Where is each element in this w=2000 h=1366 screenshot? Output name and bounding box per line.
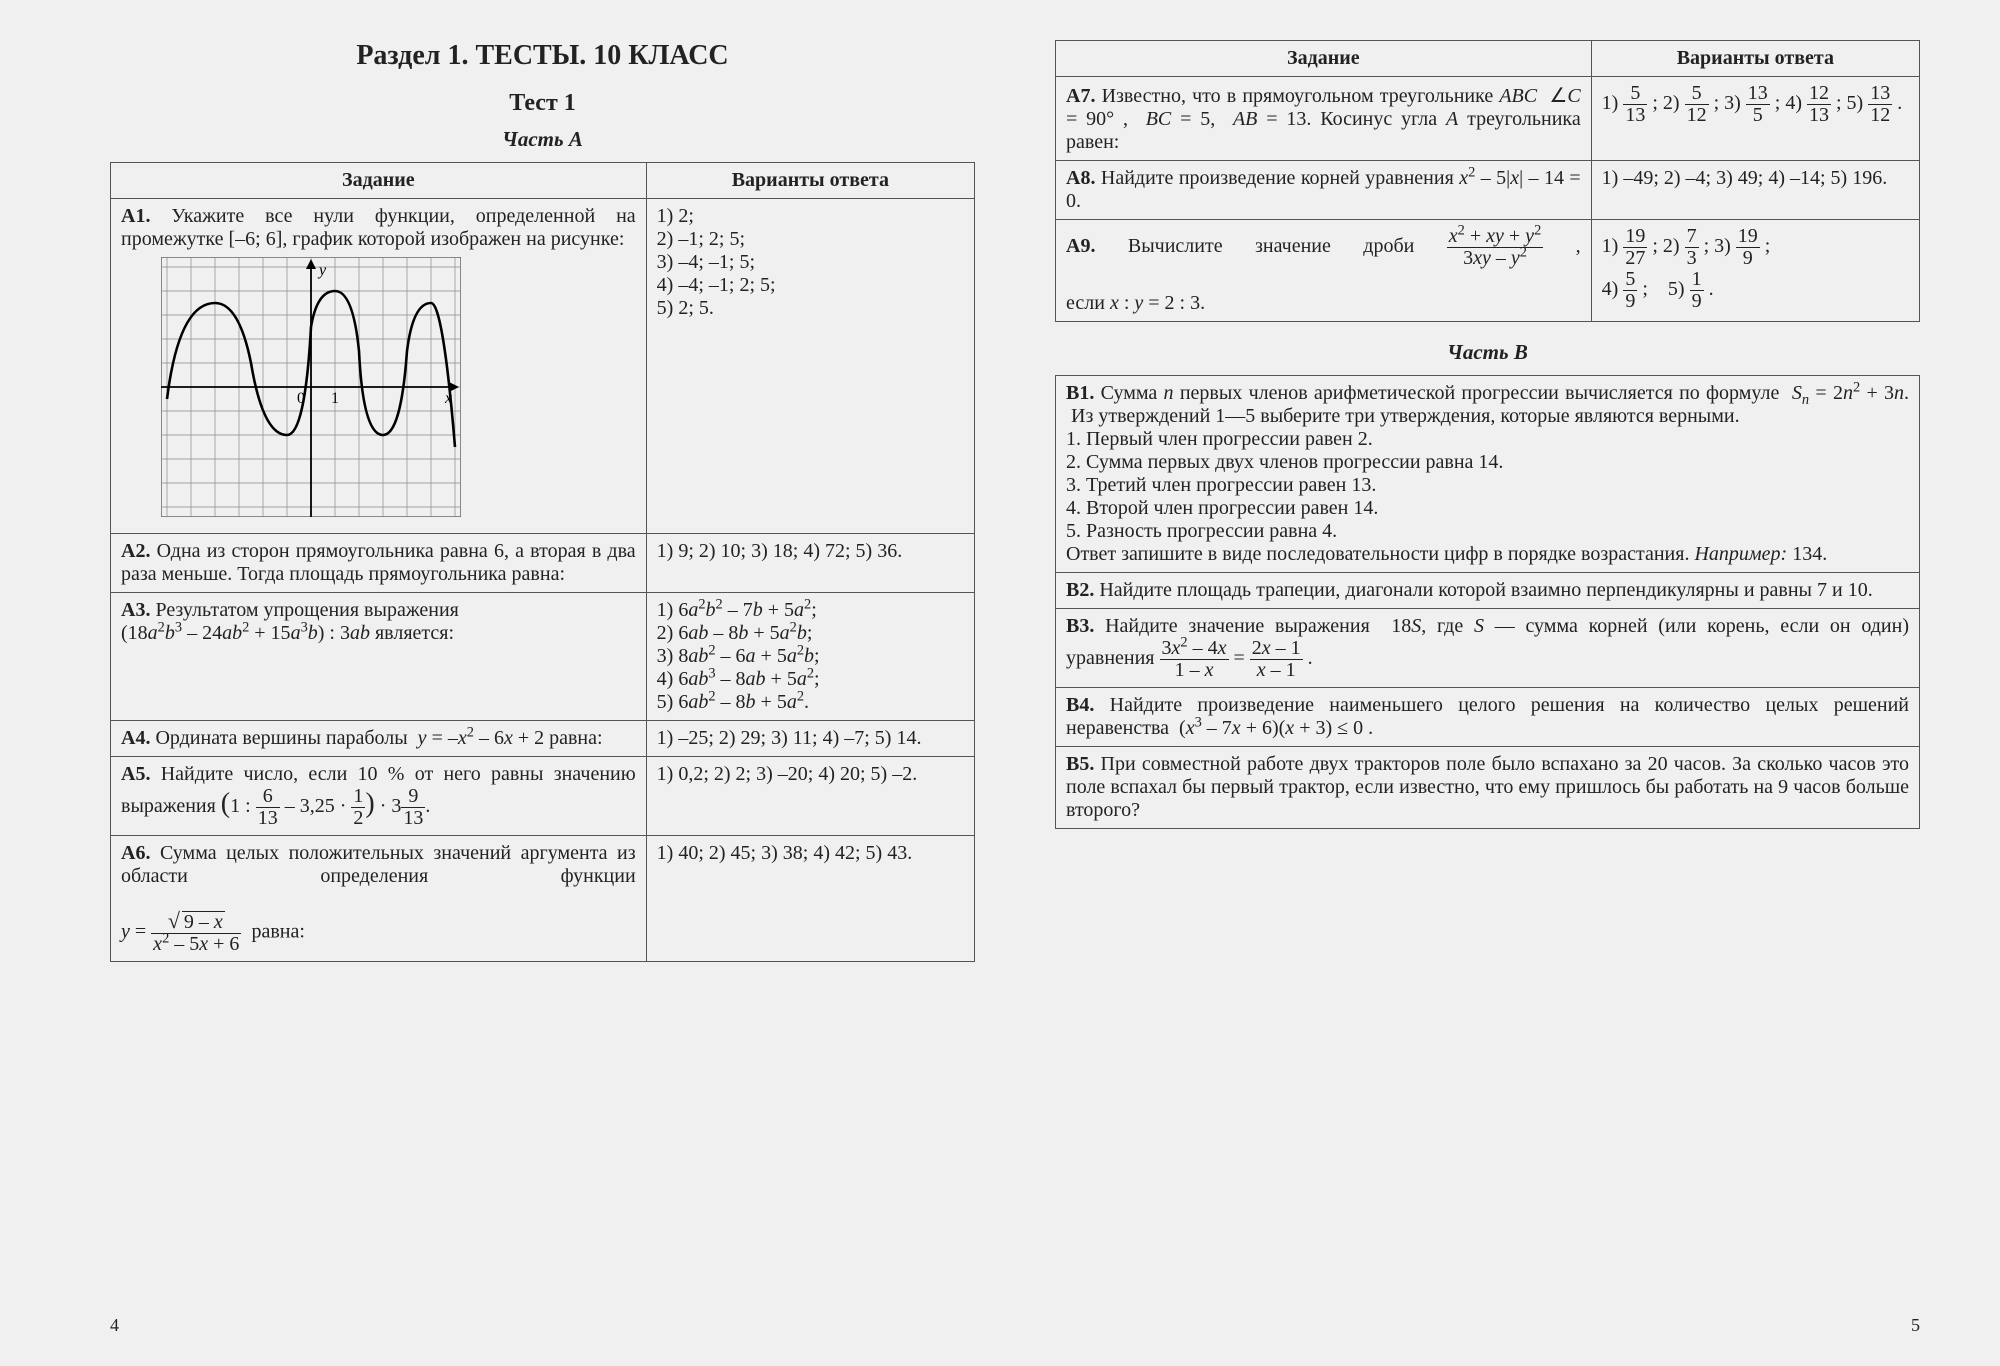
a3-answers: 1) 6a2b2 – 7b + 5a2;2) 6ab – 8b + 5a2b;3… bbox=[646, 593, 974, 721]
th-answers-2: Варианты ответа bbox=[1591, 41, 1919, 77]
th-answers: Варианты ответа bbox=[646, 163, 974, 199]
a4-answers: 1) –25; 2) 29; 3) 11; 4) –7; 5) 14. bbox=[646, 721, 974, 757]
row-b3: B3. Найдите значение выражения 18S, где … bbox=[1056, 609, 1920, 688]
th-task: Задание bbox=[111, 163, 647, 199]
page-right: Задание Варианты ответа А7. Известно, чт… bbox=[1045, 40, 1920, 1336]
page-number-right: 5 bbox=[1055, 1315, 1920, 1336]
row-a1: А1. Укажите все нули функции, определенн… bbox=[111, 199, 975, 534]
a9-answers: 1) 1927 ; 2) 73 ; 3) 199 ;4) 59 ; 5) 19 … bbox=[1591, 220, 1919, 322]
a9-task: А9. Вычислите значение дроби x2 + xy + y… bbox=[1056, 220, 1592, 322]
svg-text:0: 0 bbox=[297, 390, 305, 407]
row-a2: А2. Одна из сторон прямоугольника равна … bbox=[111, 534, 975, 593]
row-b4: B4. Найдите произведение наименьшего цел… bbox=[1056, 688, 1920, 747]
a1-task: А1. Укажите все нули функции, определенн… bbox=[111, 199, 647, 534]
row-b5: B5. При совместной работе двух тракторов… bbox=[1056, 747, 1920, 829]
a8-task: А8. Найдите произведение корней уравнени… bbox=[1056, 161, 1592, 220]
svg-text:x: x bbox=[444, 390, 452, 407]
row-b2: B2. Найдите площадь трапеции, диагонали … bbox=[1056, 573, 1920, 609]
part-a-title: Часть A bbox=[110, 127, 975, 152]
a7-answers: 1) 513 ; 2) 512 ; 3) 135 ; 4) 1213 ; 5) … bbox=[1591, 77, 1919, 161]
th-task-2: Задание bbox=[1056, 41, 1592, 77]
a3-task: А3. Результатом упрощения выражения (18a… bbox=[111, 593, 647, 721]
a5-task: А5. Найдите число, если 10 % от него рав… bbox=[111, 757, 647, 836]
a6-task: А6. Сумма целых положительных значений а… bbox=[111, 836, 647, 962]
svg-text:1: 1 bbox=[331, 390, 339, 407]
a1-answers: 1) 2; 2) –1; 2; 5; 3) –4; –1; 5; 4) –4; … bbox=[646, 199, 974, 534]
table-part-a: Задание Варианты ответа А1. Укажите все … bbox=[110, 162, 975, 962]
a4-task: А4. Ордината вершины параболы y = –x2 – … bbox=[111, 721, 647, 757]
svg-text:y: y bbox=[317, 262, 327, 279]
table-part-a-cont: Задание Варианты ответа А7. Известно, чт… bbox=[1055, 40, 1920, 322]
a6-answers: 1) 40; 2) 45; 3) 38; 4) 42; 5) 43. bbox=[646, 836, 974, 962]
row-a9: А9. Вычислите значение дроби x2 + xy + y… bbox=[1056, 220, 1920, 322]
a8-answers: 1) –49; 2) –4; 3) 49; 4) –14; 5) 196. bbox=[1591, 161, 1919, 220]
graph-svg: 0 1 x y bbox=[161, 257, 461, 517]
page-left: Раздел 1. ТЕСТЫ. 10 КЛАСС Тест 1 Часть A… bbox=[110, 40, 985, 1336]
a2-task: А2. Одна из сторон прямоугольника равна … bbox=[111, 534, 647, 593]
row-a7: А7. Известно, что в прямоугольном треуго… bbox=[1056, 77, 1920, 161]
row-a4: А4. Ордината вершины параболы y = –x2 – … bbox=[111, 721, 975, 757]
section-title: Раздел 1. ТЕСТЫ. 10 КЛАСС bbox=[110, 40, 975, 72]
row-a8: А8. Найдите произведение корней уравнени… bbox=[1056, 161, 1920, 220]
row-a3: А3. Результатом упрощения выражения (18a… bbox=[111, 593, 975, 721]
table-part-b: B1. Сумма n первых членов арифметической… bbox=[1055, 375, 1920, 829]
a5-answers: 1) 0,2; 2) 2; 3) –20; 4) 20; 5) –2. bbox=[646, 757, 974, 836]
a7-task: А7. Известно, что в прямоугольном треуго… bbox=[1056, 77, 1592, 161]
part-b-title: Часть B bbox=[1055, 340, 1920, 365]
page-number-left: 4 bbox=[110, 1315, 975, 1336]
test-title: Тест 1 bbox=[110, 90, 975, 117]
row-a6: А6. Сумма целых положительных значений а… bbox=[111, 836, 975, 962]
row-a5: А5. Найдите число, если 10 % от него рав… bbox=[111, 757, 975, 836]
a1-graph: 0 1 x y bbox=[161, 257, 636, 523]
row-b1: B1. Сумма n первых членов арифметической… bbox=[1056, 376, 1920, 573]
a2-answers: 1) 9; 2) 10; 3) 18; 4) 72; 5) 36. bbox=[646, 534, 974, 593]
